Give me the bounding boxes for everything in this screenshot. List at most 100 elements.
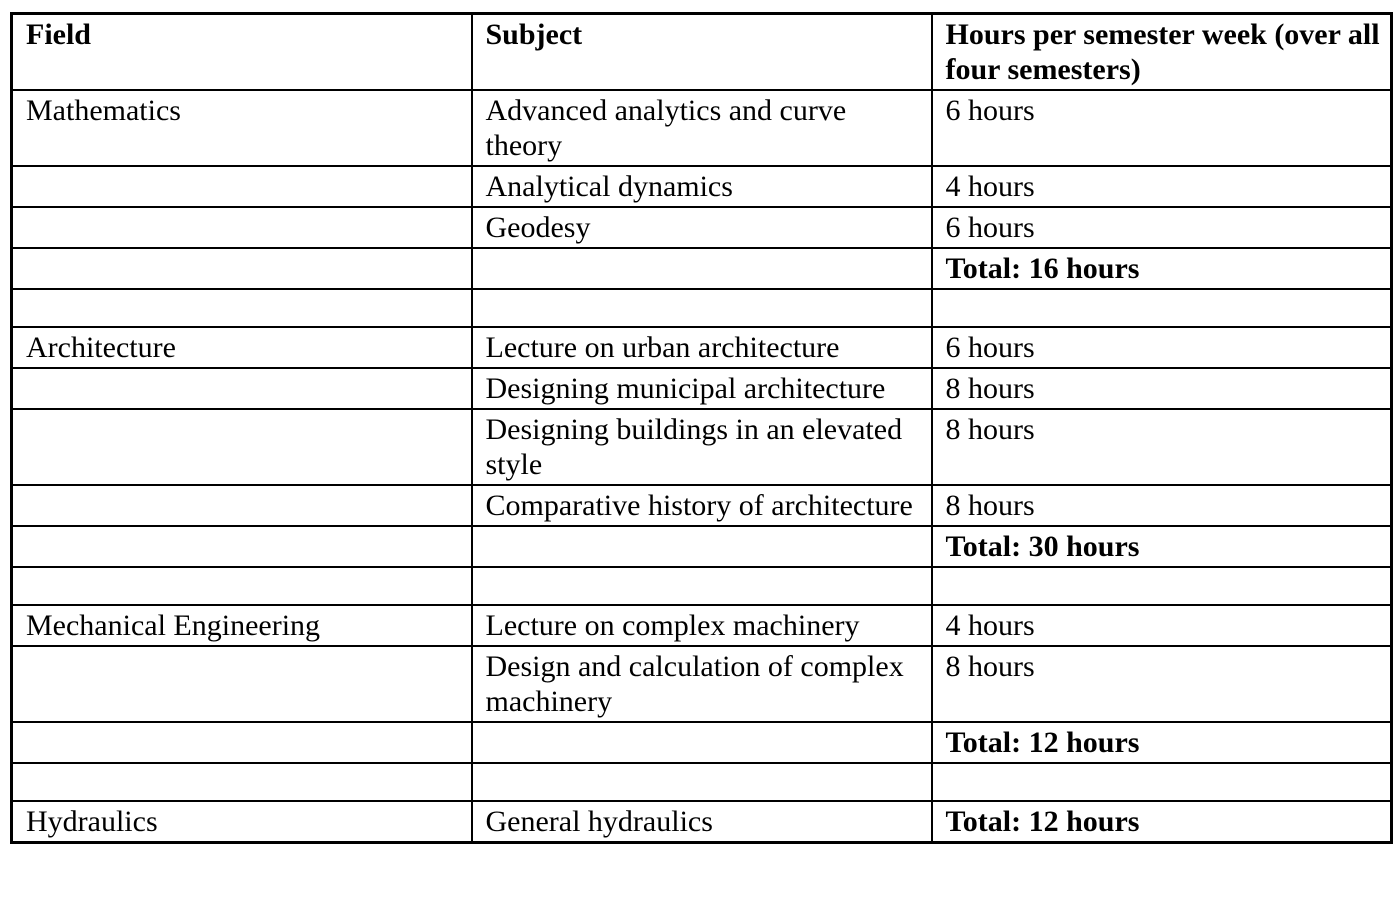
subject-text: Design and calculation of complex machin… xyxy=(485,650,904,718)
subject-cell: Designing municipal architecture xyxy=(470,367,933,410)
hours-cell: 4 hours xyxy=(930,165,1393,208)
field-cell xyxy=(10,408,473,486)
table-row: Design and calculation of complex machin… xyxy=(10,645,1393,723)
subject-text: Advanced analytics and curve theory xyxy=(485,94,847,162)
hours-text: 4 hours xyxy=(945,609,1035,642)
table-row: Comparative history of architecture 8 ho… xyxy=(10,484,1393,527)
table-row: Mathematics Advanced analytics and curve… xyxy=(10,89,1393,167)
hours-text: 8 hours xyxy=(945,489,1035,522)
hours-cell: Total: 12 hours xyxy=(930,721,1393,764)
hours-text: 6 hours xyxy=(945,331,1035,364)
field-cell xyxy=(10,721,473,764)
hours-cell: 8 hours xyxy=(930,367,1393,410)
subject-text: Designing municipal architecture xyxy=(485,372,886,405)
hours-cell: 4 hours xyxy=(930,604,1393,647)
field-cell: Hydraulics xyxy=(10,800,473,844)
field-cell xyxy=(10,165,473,208)
header-text: Hours per semester week (over all four s… xyxy=(945,18,1380,86)
hours-cell xyxy=(930,288,1393,328)
table-row-total: Total: 30 hours xyxy=(10,525,1393,568)
hours-total-text: Total: 30 hours xyxy=(945,530,1140,563)
field-text: Architecture xyxy=(26,331,176,364)
field-cell xyxy=(10,525,473,568)
hours-text: 8 hours xyxy=(945,372,1035,405)
hours-cell: 8 hours xyxy=(930,484,1393,527)
hours-text: 6 hours xyxy=(945,94,1035,127)
field-cell xyxy=(10,206,473,249)
field-cell xyxy=(10,566,473,606)
subject-text: Geodesy xyxy=(485,211,591,244)
subject-text: Comparative history of architecture xyxy=(485,489,913,522)
hours-total-text: Total: 16 hours xyxy=(945,252,1140,285)
field-text: Mechanical Engineering xyxy=(26,609,321,642)
table-row: Geodesy 6 hours xyxy=(10,206,1393,249)
field-cell xyxy=(10,367,473,410)
subject-cell: Analytical dynamics xyxy=(470,165,933,208)
hours-cell: 6 hours xyxy=(930,206,1393,249)
field-cell xyxy=(10,762,473,802)
subject-text: Designing buildings in an elevated style xyxy=(485,413,903,481)
subject-cell xyxy=(470,288,933,328)
subject-text: Lecture on urban architecture xyxy=(485,331,840,364)
header-text: Field xyxy=(26,18,91,51)
hours-column-header: Hours per semester week (over all four s… xyxy=(930,12,1393,91)
subject-cell xyxy=(470,566,933,606)
table-row-total: Total: 16 hours xyxy=(10,247,1393,290)
subject-cell: Lecture on urban architecture xyxy=(470,326,933,369)
field-cell xyxy=(10,288,473,328)
hours-text: 6 hours xyxy=(945,211,1035,244)
field-cell xyxy=(10,247,473,290)
hours-total-text: Total: 12 hours xyxy=(945,805,1140,838)
table-row: Designing buildings in an elevated style… xyxy=(10,408,1393,486)
subject-text: General hydraulics xyxy=(485,805,713,838)
hours-cell: 6 hours xyxy=(930,89,1393,167)
field-cell xyxy=(10,484,473,527)
subject-cell: Designing buildings in an elevated style xyxy=(470,408,933,486)
spacer-row xyxy=(10,288,1393,328)
hours-text: 8 hours xyxy=(945,650,1035,683)
table-row: Analytical dynamics 4 hours xyxy=(10,165,1393,208)
hours-cell: 8 hours xyxy=(930,408,1393,486)
subject-cell: Design and calculation of complex machin… xyxy=(470,645,933,723)
table-row-total: Hydraulics General hydraulics Total: 12 … xyxy=(10,800,1393,844)
hours-cell xyxy=(930,566,1393,606)
subject-cell: General hydraulics xyxy=(470,800,933,844)
subject-cell xyxy=(470,721,933,764)
hours-text: 4 hours xyxy=(945,170,1035,203)
header-text: Subject xyxy=(485,18,583,51)
hours-cell: 8 hours xyxy=(930,645,1393,723)
hours-total-text: Total: 12 hours xyxy=(945,726,1140,759)
subject-text: Analytical dynamics xyxy=(485,170,733,203)
field-cell xyxy=(10,645,473,723)
table-row: Designing municipal architecture 8 hours xyxy=(10,367,1393,410)
hours-text: 8 hours xyxy=(945,413,1035,446)
subject-cell: Lecture on complex machinery xyxy=(470,604,933,647)
subject-cell: Comparative history of architecture xyxy=(470,484,933,527)
field-column-header: Field xyxy=(10,12,473,91)
spacer-row xyxy=(10,762,1393,802)
subject-cell xyxy=(470,762,933,802)
hours-cell xyxy=(930,762,1393,802)
subject-cell: Geodesy xyxy=(470,206,933,249)
hours-cell: Total: 12 hours xyxy=(930,800,1393,844)
hours-cell: 6 hours xyxy=(930,326,1393,369)
table-header-row: Field Subject Hours per semester week (o… xyxy=(10,12,1393,91)
subject-cell xyxy=(470,247,933,290)
subject-cell xyxy=(470,525,933,568)
field-text: Hydraulics xyxy=(26,805,158,838)
field-cell: Mechanical Engineering xyxy=(10,604,473,647)
curriculum-table: Field Subject Hours per semester week (o… xyxy=(10,12,1393,844)
field-cell: Architecture xyxy=(10,326,473,369)
subject-cell: Advanced analytics and curve theory xyxy=(470,89,933,167)
hours-cell: Total: 16 hours xyxy=(930,247,1393,290)
subject-column-header: Subject xyxy=(470,12,933,91)
hours-cell: Total: 30 hours xyxy=(930,525,1393,568)
table-row: Architecture Lecture on urban architectu… xyxy=(10,326,1393,369)
table-row: Mechanical Engineering Lecture on comple… xyxy=(10,604,1393,647)
field-text: Mathematics xyxy=(26,94,181,127)
spacer-row xyxy=(10,566,1393,606)
field-cell: Mathematics xyxy=(10,89,473,167)
table-row-total: Total: 12 hours xyxy=(10,721,1393,764)
subject-text: Lecture on complex machinery xyxy=(485,609,860,642)
